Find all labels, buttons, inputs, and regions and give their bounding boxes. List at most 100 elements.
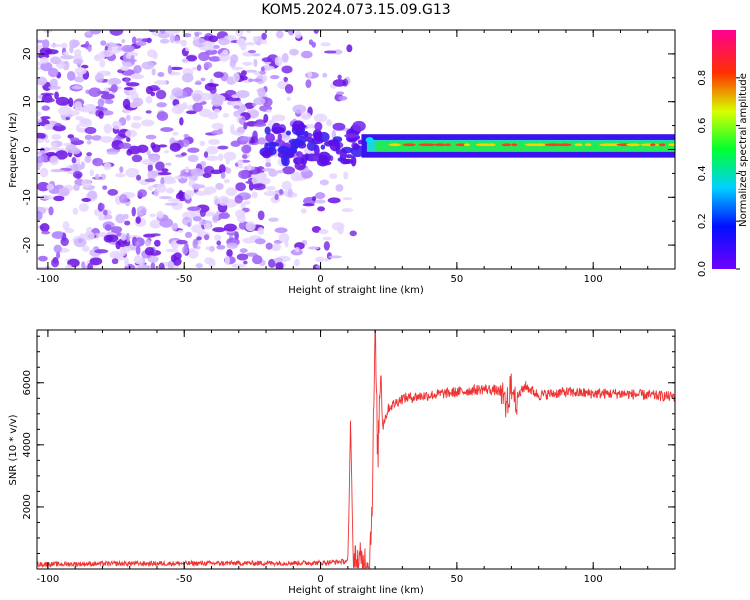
noise-blob <box>311 225 322 233</box>
noise-blob <box>275 261 284 269</box>
noise-blob <box>75 115 85 121</box>
noise-blob <box>243 260 248 265</box>
turbulence-blob <box>314 131 323 142</box>
noise-blob <box>92 157 104 167</box>
noise-blob <box>62 221 70 231</box>
noise-blob <box>54 91 59 100</box>
noise-blob <box>45 139 50 144</box>
noise-blob <box>44 49 59 55</box>
noise-blob <box>263 190 277 197</box>
noise-blob <box>253 122 267 127</box>
noise-blob <box>147 185 154 191</box>
noise-blob <box>239 248 248 254</box>
noise-blob <box>90 30 102 35</box>
noise-blob <box>286 96 291 101</box>
colorbar-gradient <box>712 30 736 269</box>
noise-blob <box>71 157 77 164</box>
signal-peak <box>650 143 656 147</box>
noise-blob <box>187 154 199 163</box>
noise-blob <box>58 106 72 116</box>
noise-blob <box>192 93 202 102</box>
noise-blob <box>225 157 230 165</box>
noise-blob <box>218 212 231 220</box>
noise-blob <box>157 72 165 77</box>
noise-blob <box>203 234 210 241</box>
noise-blob <box>156 210 164 219</box>
noise-blob <box>73 58 84 65</box>
noise-blob <box>198 51 210 62</box>
noise-blob <box>52 124 66 132</box>
noise-blob <box>135 216 141 224</box>
signal-onset <box>365 136 374 143</box>
noise-blob <box>109 30 124 36</box>
noise-blob <box>293 258 300 267</box>
noise-blob <box>262 65 275 71</box>
noise-blob <box>252 130 258 140</box>
turbulence-blob <box>352 120 366 132</box>
noise-blob <box>244 194 250 200</box>
noise-blob <box>150 142 156 149</box>
noise-blob <box>192 102 203 113</box>
noise-blob <box>226 242 239 249</box>
noise-blob <box>338 95 348 101</box>
noise-blob <box>188 248 195 253</box>
colorbar-label: Normalized spectral amplitude <box>738 73 749 227</box>
snr-y-label: SNR (10 * v/v) <box>8 414 19 485</box>
noise-blob <box>43 123 53 130</box>
noise-blob <box>265 185 276 191</box>
noise-blob <box>273 257 284 263</box>
noise-blob <box>287 187 293 198</box>
noise-blob <box>42 39 50 49</box>
noise-blob <box>146 37 152 44</box>
signal-peak <box>640 143 660 147</box>
noise-blob <box>231 100 243 108</box>
noise-blob <box>167 64 173 75</box>
noise-blob <box>41 97 55 103</box>
noise-blob <box>231 263 246 268</box>
noise-blob <box>119 193 128 204</box>
noise-blob <box>70 147 81 155</box>
noise-blob <box>245 69 257 73</box>
noise-blob <box>254 238 266 245</box>
noise-blob <box>271 114 286 122</box>
turbulence-blob <box>265 141 280 147</box>
signal-peak <box>558 143 572 147</box>
signal-peak <box>574 143 583 147</box>
noise-blob <box>130 54 135 65</box>
noise-blob <box>144 239 152 247</box>
noise-blob <box>192 216 202 222</box>
noise-blob <box>49 78 58 88</box>
turbulence-blob <box>281 154 288 166</box>
noise-blob <box>206 190 211 196</box>
noise-blob <box>283 76 289 82</box>
noise-blob <box>247 164 252 171</box>
noise-blob <box>49 146 60 151</box>
noise-blob <box>158 262 165 269</box>
noise-blob <box>236 126 246 134</box>
noise-blob <box>125 129 138 138</box>
noise-blob <box>94 249 109 254</box>
noise-blob <box>40 116 51 120</box>
noise-blob <box>144 246 155 256</box>
noise-blob <box>37 61 42 66</box>
noise-blob <box>247 50 257 54</box>
noise-blob <box>211 122 224 130</box>
noise-blob <box>192 36 200 40</box>
turbulence-blob <box>277 145 290 155</box>
noise-blob <box>172 131 179 136</box>
signal-peak <box>534 143 547 147</box>
noise-blob <box>125 137 131 143</box>
noise-blob <box>222 113 230 118</box>
snr-y-axis: 2000 4000 6000 <box>22 335 675 570</box>
noise-blob <box>39 167 49 178</box>
noise-blob <box>104 224 112 232</box>
noise-blob <box>235 182 246 192</box>
snr-x-tick-label: 50 <box>451 574 464 585</box>
noise-blob <box>87 44 92 52</box>
colorbar-ticks: 0.0 0.2 0.4 0.6 0.8 <box>697 70 740 277</box>
noise-blob <box>205 155 219 161</box>
noise-blob <box>216 244 226 250</box>
noise-blob <box>103 214 113 220</box>
noise-blob <box>145 110 152 114</box>
noise-blob <box>134 74 145 79</box>
